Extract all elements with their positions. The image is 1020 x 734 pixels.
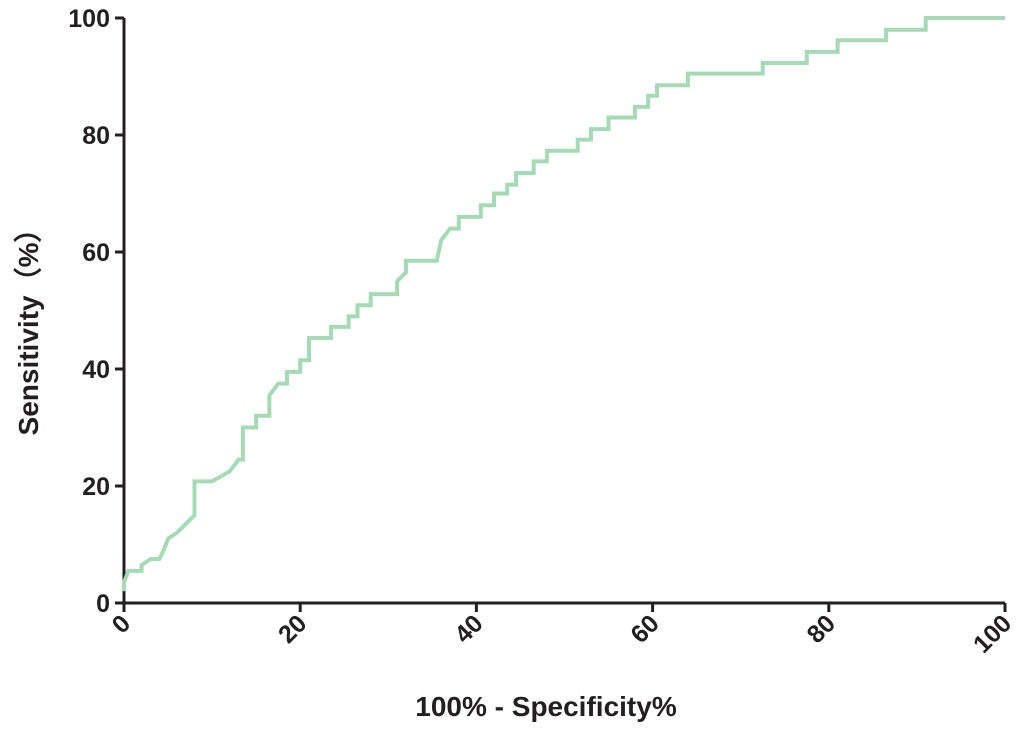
x-axis-title: 100% - Specificity% <box>415 691 677 722</box>
x-tick-label: 100 <box>968 609 1017 658</box>
x-tick-label: 80 <box>802 609 841 648</box>
roc-curve <box>122 16 1005 592</box>
x-tick-label: 20 <box>273 609 312 648</box>
y-tick-label: 20 <box>82 473 110 501</box>
y-tick-label: 80 <box>82 122 110 150</box>
y-tick-label: 100 <box>68 5 110 33</box>
y-tick-label: 40 <box>82 356 110 384</box>
x-tick-label: 60 <box>625 609 664 648</box>
y-axis-title: Sensitivity（%） <box>12 215 44 436</box>
x-tick-label: 0 <box>107 609 137 639</box>
y-tick-label: 0 <box>96 590 110 618</box>
axes <box>122 18 1005 605</box>
x-tick-label: 40 <box>449 609 488 648</box>
y-tick-label: 60 <box>82 239 110 267</box>
